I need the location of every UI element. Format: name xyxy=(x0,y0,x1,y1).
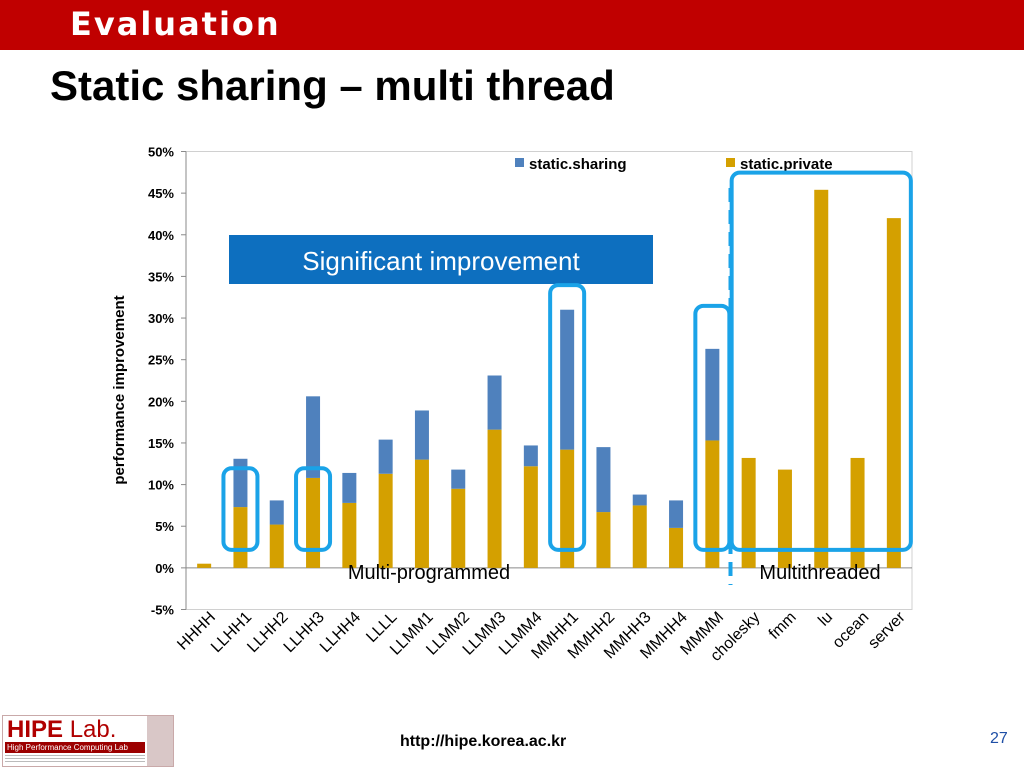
bar-static-private xyxy=(197,563,212,568)
logo-fine-print xyxy=(5,755,145,763)
bar-static-private xyxy=(487,429,502,568)
legend-swatch-private xyxy=(726,158,735,167)
bar-static-sharing xyxy=(705,348,720,441)
bar-static-sharing xyxy=(306,396,321,478)
bar-static-sharing xyxy=(233,458,248,508)
section-title: Evaluation xyxy=(70,5,281,43)
y-tick-label: 35% xyxy=(148,269,174,284)
bar-static-sharing xyxy=(523,445,538,467)
legend-label-sharing: static.sharing xyxy=(529,156,627,173)
bar-static-sharing xyxy=(487,375,502,430)
bar-static-sharing xyxy=(414,410,429,460)
bar-static-private xyxy=(560,449,575,568)
highlight-box-mmmm xyxy=(693,303,732,552)
y-tick-label: 0% xyxy=(155,561,174,576)
bar-static-private xyxy=(850,457,865,568)
logo-name: HIPE Lab. xyxy=(7,716,117,743)
group-label-multi-programmed: Multi-programmed xyxy=(348,562,510,584)
callout-text: Significant improvement xyxy=(302,246,580,276)
bar-static-private xyxy=(705,440,720,568)
y-tick-label: 15% xyxy=(148,436,174,451)
bar-static-private xyxy=(306,477,321,568)
x-tick-label: ocean xyxy=(830,609,873,652)
bar-static-sharing xyxy=(269,500,284,525)
y-tick-label: 25% xyxy=(148,353,174,368)
bar-static-private xyxy=(523,466,538,568)
y-tick-label: 20% xyxy=(148,394,174,409)
logo-subtitle: High Performance Computing Lab xyxy=(5,742,145,753)
legend-swatch-sharing xyxy=(515,158,524,167)
bar-static-sharing xyxy=(378,439,393,474)
bar-static-private xyxy=(269,524,284,568)
bar-static-sharing xyxy=(342,472,357,503)
group-label-multithreaded: Multithreaded xyxy=(759,562,880,584)
y-tick-label: 40% xyxy=(148,228,174,243)
y-axis-title: performance improvement xyxy=(111,295,128,484)
footer-url: http://hipe.korea.ac.kr xyxy=(400,733,567,750)
logo-photo xyxy=(147,716,173,766)
bar-static-private xyxy=(342,502,357,568)
bar-static-private xyxy=(414,459,429,568)
x-tick-label: lu xyxy=(815,609,836,630)
x-tick-label: LLHH4 xyxy=(317,609,364,656)
section-banner: Evaluation xyxy=(0,0,1024,50)
bar-static-sharing xyxy=(632,494,647,506)
highlight-box-llhh3 xyxy=(294,466,333,552)
highlight-box-mmhh1 xyxy=(548,283,587,552)
highlight-box-multithreaded xyxy=(729,170,913,552)
bar-static-private xyxy=(233,507,248,568)
bar-static-private xyxy=(632,505,647,568)
bar-static-sharing xyxy=(451,469,466,489)
bar-static-private xyxy=(741,457,756,568)
bar-static-private xyxy=(596,512,611,568)
bar-static-sharing xyxy=(669,500,684,528)
y-tick-label: 30% xyxy=(148,311,174,326)
legend-label-private: static.private xyxy=(740,156,833,173)
bar-static-sharing xyxy=(596,447,611,513)
callout-box xyxy=(229,235,653,284)
stacked-bar-chart: -5% 0% 5% 10% 15% 20% 25% 30% 35% 40% 45% 50% perfor… xyxy=(111,145,913,665)
x-tick-label: fmm xyxy=(766,609,800,643)
bar-static-sharing xyxy=(560,309,575,450)
bar-static-private xyxy=(814,189,829,568)
page-number: 27 xyxy=(990,730,1008,747)
bar-static-private xyxy=(451,488,466,568)
slide-title: Static sharing – multi thread xyxy=(50,62,615,109)
y-tick-label: 5% xyxy=(155,519,174,534)
y-tick-label: -5% xyxy=(151,603,175,618)
y-tick-label: 10% xyxy=(148,478,174,493)
y-tick-label: 50% xyxy=(148,145,174,160)
hipe-lab-logo: HIPE Lab. High Performance Computing Lab xyxy=(2,715,174,767)
bar-static-private xyxy=(378,473,393,568)
bar-static-private xyxy=(777,469,792,568)
highlight-box-llhh1 xyxy=(221,466,260,552)
bar-static-private xyxy=(669,527,684,568)
x-tick-label: server xyxy=(865,608,909,652)
bar-static-private xyxy=(886,218,901,568)
y-tick-label: 45% xyxy=(148,186,174,201)
